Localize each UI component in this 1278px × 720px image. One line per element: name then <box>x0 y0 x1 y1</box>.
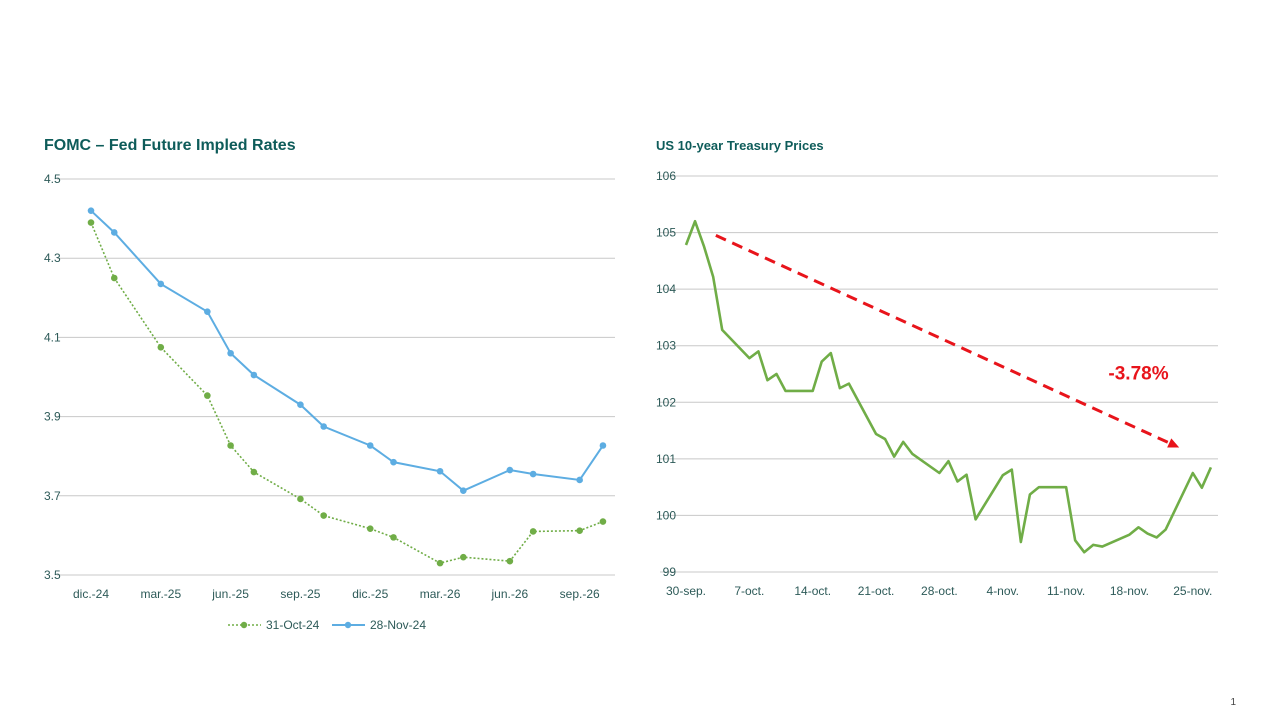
data-point <box>529 528 537 535</box>
y-tick-label: 4.1 <box>44 330 61 344</box>
y-tick-label: 101 <box>656 452 676 466</box>
y-tick-label: 102 <box>656 395 676 409</box>
data-point <box>110 274 118 282</box>
y-tick-label: 103 <box>656 339 676 353</box>
fomc-chart-title: FOMC – Fed Future Impled Rates <box>44 137 296 154</box>
y-tick-label: 3.5 <box>44 568 61 582</box>
series-line-28-Nov-24 <box>90 209 604 492</box>
x-tick-label: 14-oct. <box>794 584 831 598</box>
y-tick-label: 105 <box>656 226 676 240</box>
trend-arrow-line <box>715 234 1170 445</box>
x-tick-label: 7-oct. <box>734 584 764 598</box>
data-point <box>599 442 607 449</box>
series-line-31-Oct-24 <box>90 222 604 564</box>
treasury-chart-title: US 10-year Treasury Prices <box>656 138 824 153</box>
x-tick-label: 11-nov. <box>1047 584 1085 598</box>
y-tick-label: 4.5 <box>44 172 61 186</box>
data-point <box>297 401 304 409</box>
data-point <box>320 512 328 519</box>
x-tick-label: sep.-26 <box>560 587 600 601</box>
x-tick-label: 18-nov. <box>1110 584 1149 598</box>
y-tick-label: 104 <box>656 282 676 296</box>
data-point <box>460 487 467 494</box>
data-point <box>436 467 444 475</box>
data-point <box>87 219 95 226</box>
arrow-head-icon <box>1167 438 1180 448</box>
y-tick-label: 100 <box>656 508 676 522</box>
data-point <box>227 442 234 449</box>
data-point <box>390 458 397 466</box>
x-tick-label: mar.-26 <box>420 587 461 601</box>
data-point <box>576 476 583 484</box>
y-tick-label: 3.7 <box>44 489 61 503</box>
x-tick-label: jun.-25 <box>211 587 249 601</box>
data-point <box>460 553 467 561</box>
data-point <box>227 349 234 357</box>
data-point <box>204 308 211 315</box>
x-tick-label: sep.-25 <box>280 587 320 601</box>
data-point <box>87 207 95 214</box>
x-tick-label: mar.-25 <box>140 587 181 601</box>
data-point <box>320 423 328 430</box>
legend-label: 28-Nov-24 <box>370 618 426 632</box>
data-point <box>436 559 444 567</box>
legend-label: 31-Oct-24 <box>266 618 320 632</box>
x-tick-label: jun.-26 <box>491 587 529 601</box>
legend-marker <box>240 621 248 629</box>
data-point <box>366 525 374 532</box>
data-point <box>366 442 374 449</box>
data-point <box>204 392 211 399</box>
x-tick-label: 21-oct. <box>858 584 895 598</box>
page-number: 1 <box>1230 697 1236 708</box>
data-point <box>506 557 514 565</box>
y-tick-label: 4.3 <box>44 251 61 265</box>
data-point <box>599 518 607 525</box>
legend-marker <box>344 621 352 629</box>
data-point <box>157 344 165 351</box>
y-tick-label: 106 <box>656 169 676 183</box>
data-point <box>506 466 514 474</box>
x-tick-label: 28-oct. <box>921 584 958 598</box>
data-point <box>529 470 537 478</box>
data-point <box>250 468 258 476</box>
treasury-price-line <box>684 219 1213 554</box>
y-tick-label: 99 <box>663 565 677 579</box>
data-point <box>250 371 258 379</box>
data-point <box>390 534 397 541</box>
data-point <box>157 280 165 288</box>
x-tick-label: 30-sep. <box>666 584 706 598</box>
x-tick-label: 25-nov. <box>1173 584 1212 598</box>
x-tick-label: dic.-24 <box>73 587 109 601</box>
data-point <box>576 527 583 534</box>
y-tick-label: 3.9 <box>44 410 61 424</box>
data-point <box>297 495 304 503</box>
x-tick-label: dic.-25 <box>352 587 388 601</box>
data-point <box>110 229 118 236</box>
x-tick-label: 4-nov. <box>987 584 1019 598</box>
change-annotation: -3.78% <box>1108 364 1168 385</box>
